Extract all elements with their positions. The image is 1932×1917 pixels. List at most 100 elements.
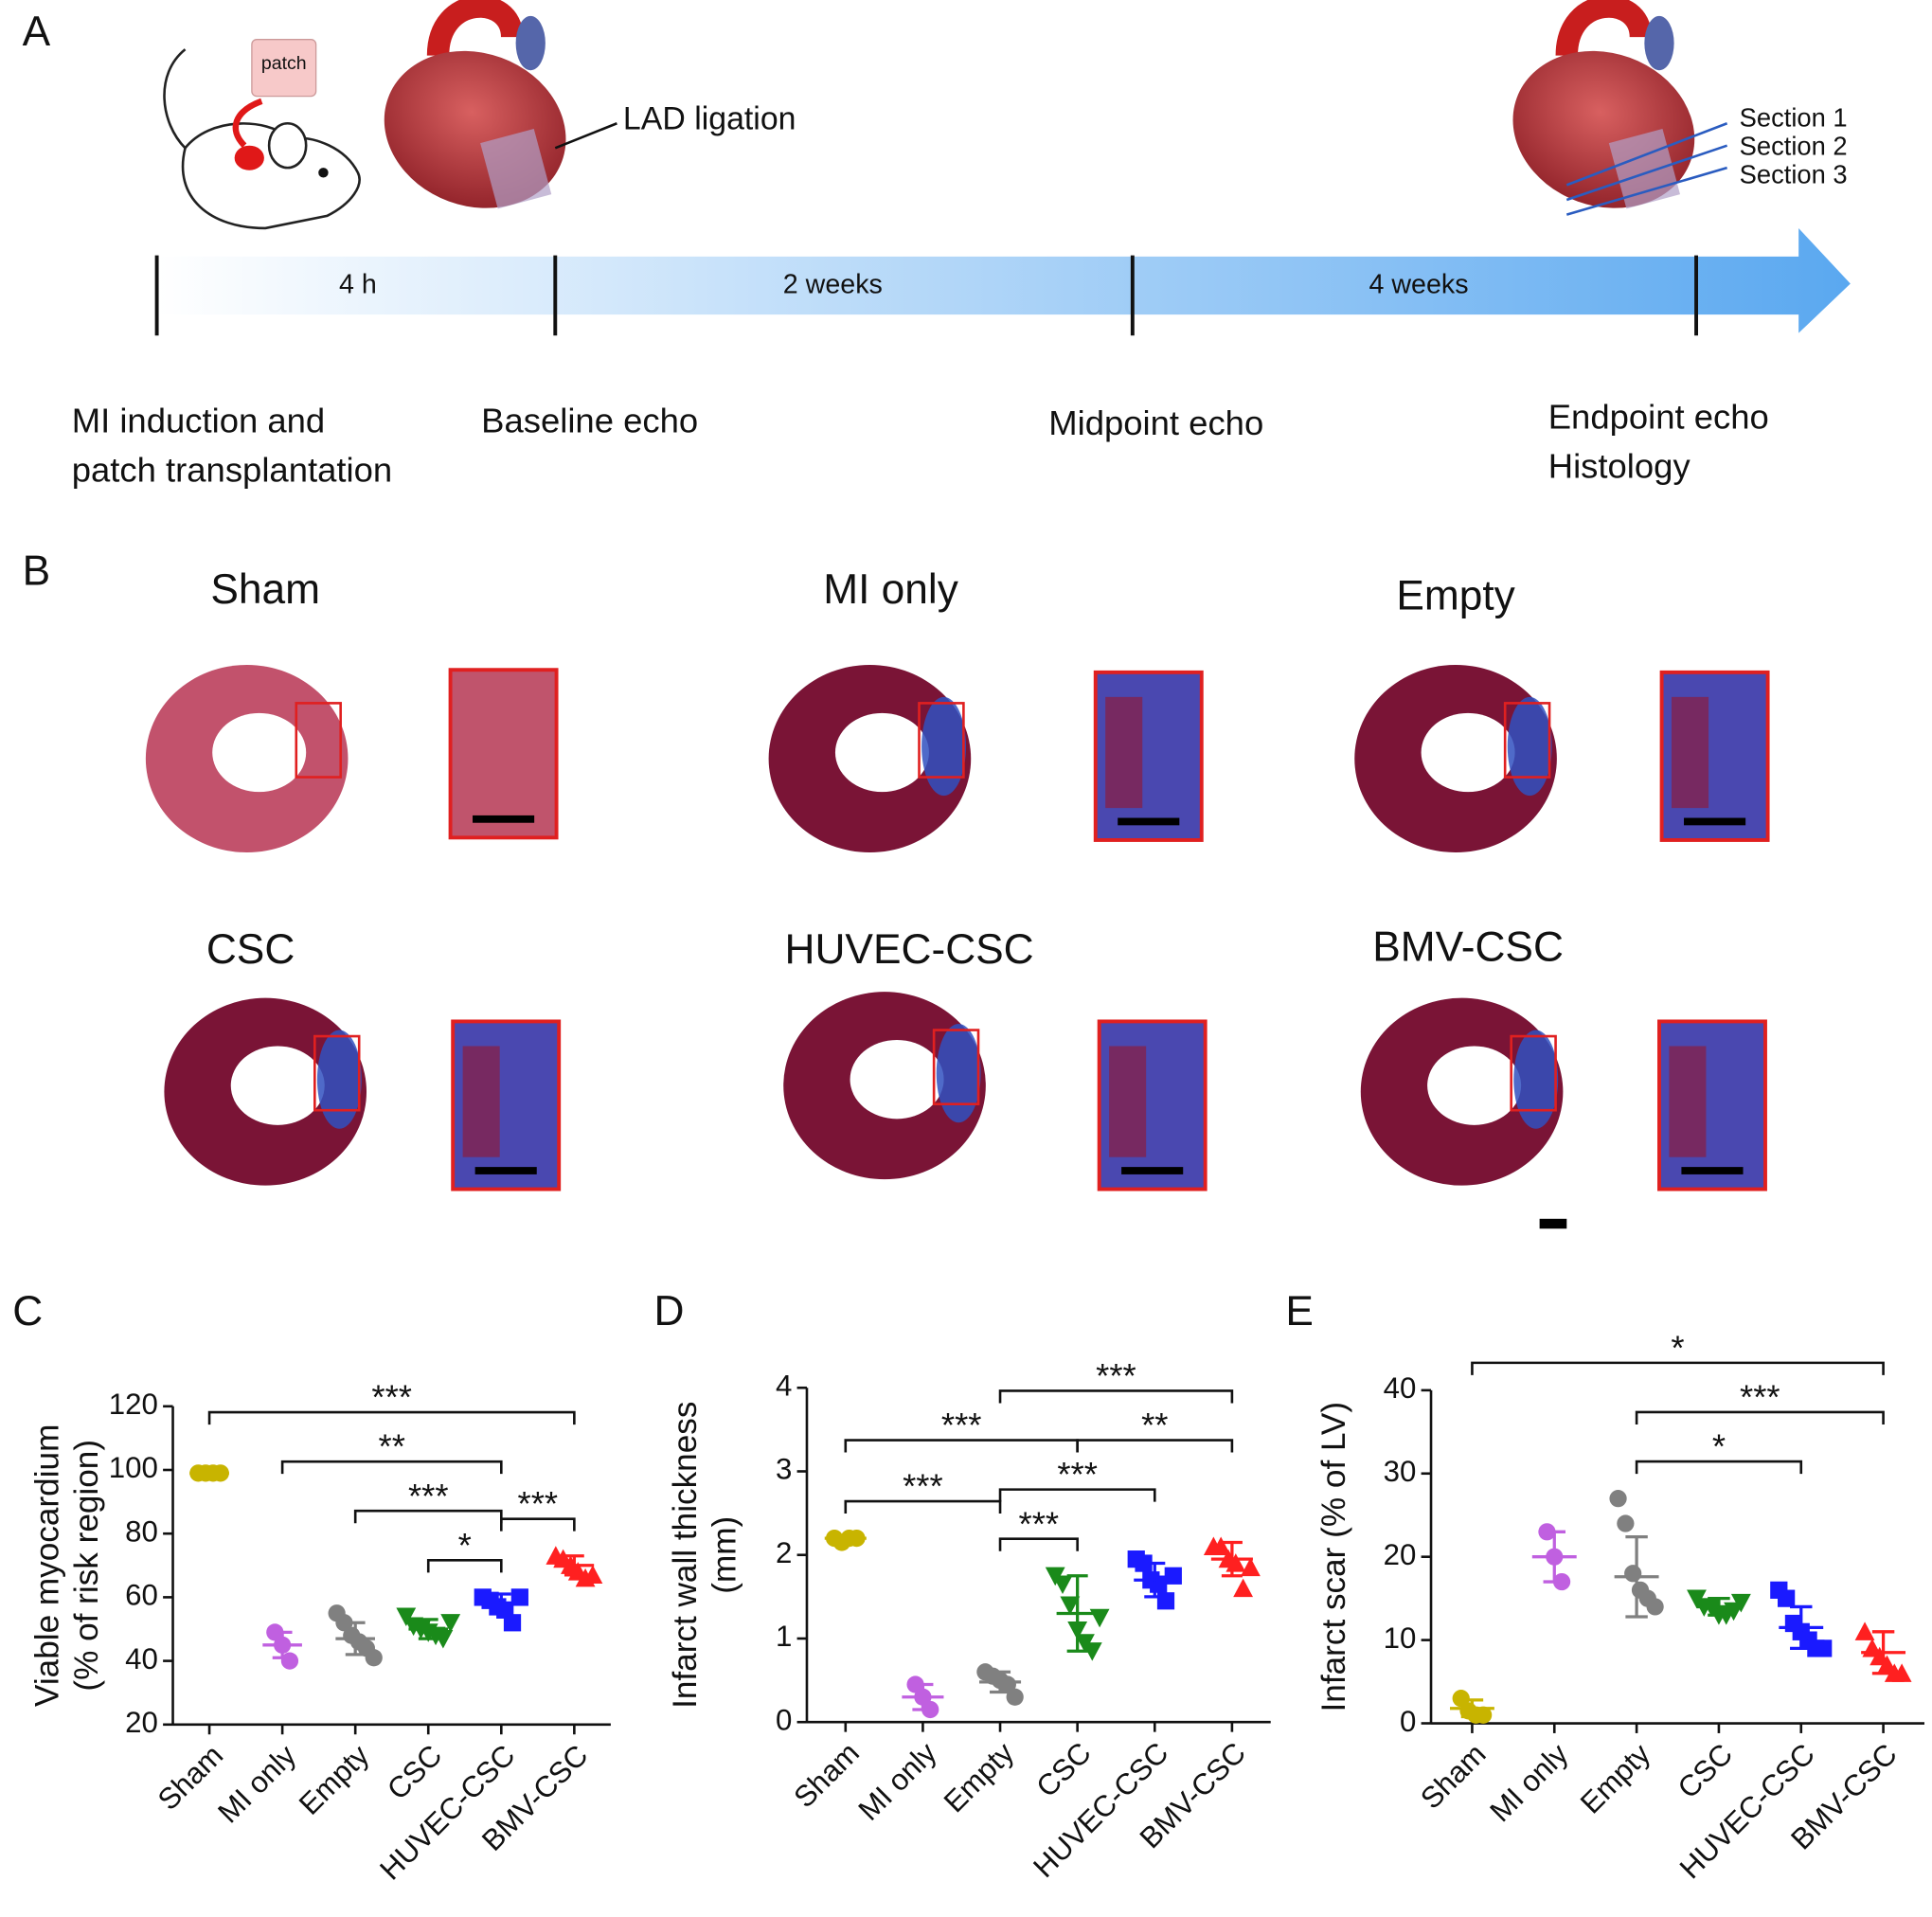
significance-bracket <box>998 1488 1156 1502</box>
fibrosis <box>921 696 966 797</box>
data-point <box>998 1675 1016 1693</box>
data-point <box>1082 1642 1102 1661</box>
data-point <box>1006 1688 1024 1706</box>
y-tick-label: 60 <box>125 1579 158 1612</box>
scale-bar <box>1681 1167 1744 1174</box>
event-label: Endpoint echo <box>1548 397 1769 436</box>
y-tick-label: 1 <box>776 1620 792 1653</box>
data-point <box>1475 1706 1493 1724</box>
significance-label: ** <box>379 1427 405 1466</box>
y-axis-label: Viable myocardium <box>29 1424 66 1707</box>
data-point <box>1233 1578 1254 1598</box>
data-point <box>1730 1593 1751 1613</box>
zoom-box <box>932 1029 980 1105</box>
significance-label: ** <box>1141 1406 1168 1444</box>
heart-shape <box>384 50 566 208</box>
mouse-ear <box>267 121 308 170</box>
scale-bar <box>473 815 535 823</box>
inset-muscle <box>1669 1046 1707 1157</box>
panel-letter: B <box>23 547 51 594</box>
vessel <box>1644 15 1674 71</box>
section-label: Section 1 <box>1740 103 1848 133</box>
tissue-lumen <box>1421 712 1515 793</box>
inset-muscle <box>1671 696 1709 809</box>
event-label: MI induction and <box>72 401 326 439</box>
data-point <box>503 1614 522 1632</box>
tissue-lumen <box>212 712 307 793</box>
data-point <box>1609 1490 1627 1508</box>
x-tick-label: Empty <box>938 1736 1021 1819</box>
data-point <box>1854 1621 1875 1640</box>
y-tick-label: 10 <box>1384 1621 1417 1655</box>
event-label: patch transplantation <box>72 450 392 489</box>
tissue-lumen <box>834 712 929 793</box>
section-label: Section 2 <box>1740 132 1848 161</box>
data-point <box>510 1588 528 1606</box>
tissue-lumen <box>230 1046 325 1125</box>
lad-label: LAD ligation <box>623 101 796 137</box>
y-axis-label: Infarct wall thickness <box>667 1402 704 1709</box>
inset-muscle <box>1109 1046 1147 1157</box>
y-axis-label: Infarct scar (% of LV) <box>1315 1402 1352 1712</box>
y-tick-label: 30 <box>1384 1455 1417 1488</box>
data-point <box>1452 1690 1470 1708</box>
event-label: Baseline echo <box>481 401 698 439</box>
x-tick-label: Empty <box>1574 1737 1657 1820</box>
significance-bracket <box>844 1499 1002 1514</box>
group-label: MI only <box>823 566 959 613</box>
significance-bracket <box>1635 1410 1885 1424</box>
y-tick-label: 20 <box>1384 1538 1417 1571</box>
x-tick-label: MI only <box>211 1738 302 1829</box>
significance-label: * <box>458 1526 472 1565</box>
significance-label: * <box>1671 1328 1684 1367</box>
aorta <box>426 0 524 57</box>
significance-bracket <box>207 1410 576 1425</box>
significance-bracket <box>998 1537 1079 1551</box>
arrow-red <box>232 98 263 148</box>
y-tick-label: 0 <box>1400 1705 1416 1738</box>
x-tick-label: Sham <box>1414 1737 1492 1815</box>
data-point <box>1815 1639 1833 1657</box>
fibrosis <box>936 1024 981 1123</box>
panel-letter: C <box>12 1288 43 1335</box>
significance-label: *** <box>941 1406 982 1444</box>
x-tick-label: CSC <box>381 1739 448 1806</box>
significance-bracket <box>353 1509 503 1524</box>
mouse-body <box>181 122 361 230</box>
significance-label: *** <box>518 1484 559 1523</box>
section-plane <box>1565 122 1728 187</box>
tissue-lumen <box>850 1039 944 1120</box>
data-point <box>1089 1608 1110 1628</box>
mouse-eye <box>318 168 329 178</box>
y-tick-label: 4 <box>776 1370 792 1403</box>
panel-letter: A <box>23 9 51 55</box>
duration-label: 2 weeks <box>783 270 883 300</box>
significance-label: *** <box>1057 1455 1098 1494</box>
data-point <box>433 1629 454 1649</box>
patch-label: patch <box>261 53 307 74</box>
scale-bar <box>1684 817 1746 826</box>
y-axis-label: (mm) <box>707 1516 743 1594</box>
x-tick-label: MI only <box>1483 1737 1574 1828</box>
group-label: Empty <box>1396 572 1515 618</box>
event-label: Midpoint echo <box>1048 403 1263 442</box>
section-label: Section 3 <box>1740 159 1848 188</box>
x-tick-label: CSC <box>1672 1737 1739 1804</box>
mouse-heart <box>234 145 264 170</box>
inset-muscle <box>1105 696 1143 809</box>
data-point <box>1778 1589 1796 1607</box>
zoom-box <box>1510 1034 1557 1112</box>
y-tick-label: 3 <box>776 1453 792 1486</box>
panel-letter: D <box>653 1288 684 1335</box>
group-label: Sham <box>210 566 320 613</box>
significance-label: *** <box>408 1477 449 1515</box>
section-plane <box>1565 144 1728 202</box>
significance-label: *** <box>371 1378 412 1417</box>
y-tick-label: 0 <box>776 1703 792 1736</box>
x-tick-label: Empty <box>293 1738 376 1821</box>
scale-bar <box>1121 1167 1184 1174</box>
duration-label: 4 h <box>339 270 377 300</box>
aorta <box>1555 0 1653 57</box>
